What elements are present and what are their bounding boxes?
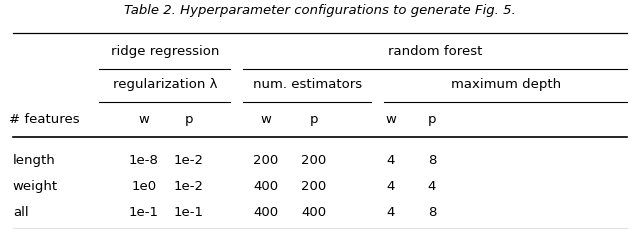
Text: random forest: random forest [388, 45, 483, 58]
Point [239, 67, 247, 70]
Point [623, 101, 631, 103]
Point [367, 101, 375, 103]
Text: all: all [13, 207, 28, 219]
Text: maximum depth: maximum depth [451, 78, 561, 91]
Text: 200: 200 [301, 154, 326, 167]
Text: 1e-8: 1e-8 [129, 154, 159, 167]
Text: Table 2. Hyperparameter configurations to generate Fig. 5.: Table 2. Hyperparameter configurations t… [124, 4, 516, 17]
Text: 200: 200 [253, 154, 278, 167]
Text: p: p [184, 113, 193, 125]
Text: 200: 200 [301, 180, 326, 193]
Point [227, 101, 234, 103]
Text: length: length [13, 154, 56, 167]
Text: 4: 4 [428, 180, 436, 193]
Text: # features: # features [10, 113, 80, 125]
Point [623, 67, 631, 70]
Text: w: w [260, 113, 271, 125]
Text: w: w [385, 113, 396, 125]
Text: 8: 8 [428, 154, 436, 167]
Text: 4: 4 [386, 180, 395, 193]
Text: p: p [428, 113, 436, 125]
Text: 1e-2: 1e-2 [174, 180, 204, 193]
Text: 8: 8 [428, 207, 436, 219]
Text: 400: 400 [253, 207, 278, 219]
Text: 1e-1: 1e-1 [174, 207, 204, 219]
Point [95, 67, 103, 70]
Text: regularization λ: regularization λ [113, 78, 217, 91]
Text: 1e-2: 1e-2 [174, 154, 204, 167]
Text: w: w [139, 113, 149, 125]
Text: 4: 4 [386, 207, 395, 219]
Text: 1e-1: 1e-1 [129, 207, 159, 219]
Text: 1e0: 1e0 [131, 180, 157, 193]
Point [227, 67, 234, 70]
Point [95, 101, 103, 103]
Text: 400: 400 [301, 207, 326, 219]
Text: 4: 4 [386, 154, 395, 167]
Text: weight: weight [13, 180, 58, 193]
Text: num. estimators: num. estimators [253, 78, 362, 91]
Point [239, 101, 247, 103]
Text: p: p [309, 113, 318, 125]
Text: ridge regression: ridge regression [111, 45, 219, 58]
Text: 400: 400 [253, 180, 278, 193]
Point [380, 101, 388, 103]
